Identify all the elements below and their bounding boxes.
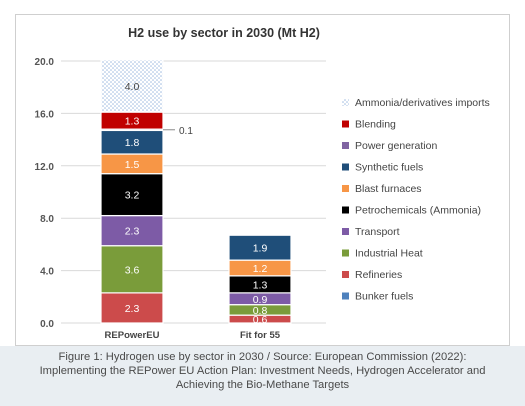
bar-data-label: 1.8 bbox=[125, 137, 140, 149]
bar-data-label: 0.8 bbox=[253, 305, 268, 317]
legend-label: Blast furnaces bbox=[355, 183, 422, 195]
bar-data-label: 1.3 bbox=[125, 116, 140, 128]
bar-data-label: 3.2 bbox=[125, 190, 140, 202]
bar-data-label: 3.6 bbox=[125, 264, 140, 276]
bar-data-label: 1.9 bbox=[253, 243, 268, 255]
y-tick-label: 20.0 bbox=[35, 57, 55, 68]
bar-data-label: 0.6 bbox=[253, 314, 268, 326]
legend-swatch bbox=[342, 228, 349, 235]
legend-label: Blending bbox=[355, 119, 396, 131]
chart-title: H2 use by sector in 2030 (Mt H2) bbox=[128, 26, 320, 40]
x-tick-label: REPowerEU bbox=[105, 330, 160, 341]
caption-line-1: Figure 1: Hydrogen use by sector in 2030… bbox=[58, 351, 467, 363]
bar-data-label: 1.5 bbox=[125, 159, 140, 171]
legend-swatch bbox=[342, 292, 349, 300]
bar-data-label: 4.0 bbox=[125, 81, 140, 93]
legend-label: Petrochemicals (Ammonia) bbox=[355, 205, 481, 217]
legend-label: Synthetic fuels bbox=[355, 162, 423, 174]
legend-label: Industrial Heat bbox=[355, 248, 423, 260]
x-tick-label: Fit for 55 bbox=[240, 330, 281, 341]
legend-swatch bbox=[342, 271, 349, 278]
legend: Ammonia/derivatives imports Blending Power… bbox=[342, 97, 490, 303]
y-axis-ticks: 0.0 4.0 8.0 12.0 16.0 20.0 bbox=[35, 57, 55, 330]
y-tick-label: 16.0 bbox=[35, 109, 55, 120]
bar-segment bbox=[100, 59, 164, 113]
bar-segment bbox=[100, 245, 164, 294]
legend-swatch bbox=[342, 185, 349, 192]
bar-data-label: 1.2 bbox=[253, 263, 268, 275]
legend-label: Refineries bbox=[355, 269, 402, 281]
legend-swatch bbox=[342, 99, 349, 106]
caption-line-3: Achieving the Bio-Methane Targets bbox=[175, 379, 350, 391]
chart-frame: H2 use by sector in 2030 (Mt H2) 0.0 4.0 8… bbox=[15, 14, 510, 346]
legend-label: Transport bbox=[355, 226, 400, 238]
figure-caption: Figure 1: Hydrogen use by sector in 2030… bbox=[0, 346, 525, 406]
bars: 2.3 3.6 2.3 3.2 1.5 1.8 1.3 4.0 0.60.80.9 1.3 1.2 1… bbox=[100, 59, 292, 326]
y-tick-label: 0.0 bbox=[40, 319, 54, 330]
legend-swatch bbox=[342, 120, 349, 128]
x-axis-labels: REPowerEU Fit for 55 bbox=[105, 330, 281, 341]
annotation-label: 0.1 bbox=[179, 126, 193, 137]
bar-segment bbox=[228, 234, 292, 261]
bar-segment bbox=[100, 214, 164, 247]
legend-swatch bbox=[342, 249, 349, 257]
y-tick-label: 8.0 bbox=[40, 214, 54, 225]
caption-line-2: Implementing the REPower EU Action Plan:… bbox=[39, 365, 486, 377]
y-tick-label: 12.0 bbox=[35, 162, 55, 173]
legend-swatch bbox=[342, 142, 349, 149]
stacked-bar-chart: H2 use by sector in 2030 (Mt H2) 0.0 4.0 8… bbox=[35, 26, 490, 341]
bar-data-label: 2.3 bbox=[125, 226, 140, 238]
legend-label: Ammonia/derivatives imports bbox=[355, 97, 490, 109]
legend-swatch bbox=[342, 163, 349, 171]
legend-label: Bunker fuels bbox=[355, 291, 413, 303]
legend-swatch bbox=[342, 206, 349, 214]
y-tick-label: 4.0 bbox=[40, 267, 54, 278]
bar-data-label: 1.3 bbox=[253, 279, 268, 291]
bar-data-label: 0.9 bbox=[253, 294, 268, 306]
legend-label: Power generation bbox=[355, 140, 437, 152]
bar-data-label: 2.3 bbox=[125, 303, 140, 315]
